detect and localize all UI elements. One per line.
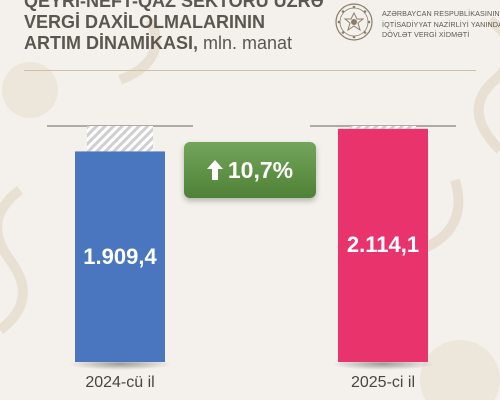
state-emblem-icon xyxy=(335,3,373,41)
title-divider xyxy=(24,70,476,71)
title-line-2: VERGİ DAXİLOLMALARININ xyxy=(24,12,265,32)
org-line-2: İQTİSADİYYAT NAZİRLİYİ YANINDA xyxy=(382,19,500,29)
bar-value-label: 2.114,1 xyxy=(346,232,420,258)
bar-gap-hatch xyxy=(350,126,416,129)
org-line-3: DÖVLƏT VERGİ XİDMƏTİ xyxy=(382,30,470,39)
page-title: QEYRİ-NEFT-QAZ SEKTORU ÜZRƏ VERGİ DAXİLO… xyxy=(24,0,324,54)
title-unit: mln. manat xyxy=(203,33,293,53)
arrow-up-icon xyxy=(206,160,223,180)
bar-1 xyxy=(75,151,165,362)
category-label: 2025-ci il xyxy=(350,374,416,391)
org-line-1: AZƏRBAYCAN RESPUBLİKASININ xyxy=(382,9,500,18)
bar-value-label: 1.909,4 xyxy=(83,243,157,269)
category-label: 2024-cü il xyxy=(85,374,155,391)
growth-value: 10,7% xyxy=(227,156,294,183)
growth-badge: 10,7% xyxy=(184,142,316,198)
bar-2 xyxy=(338,128,428,362)
organization-name: AZƏRBAYCAN RESPUBLİKASININ İQTİSADİYYAT … xyxy=(382,9,500,41)
title-line-1: QEYRİ-NEFT-QAZ SEKTORU ÜZRƏ xyxy=(24,0,324,11)
title-line-3: ARTIM DİNAMİKASI, mln. manat xyxy=(24,33,324,54)
title-line-3-text: ARTIM DİNAMİKASI, xyxy=(24,33,198,53)
bar-gap-hatch xyxy=(87,126,153,152)
